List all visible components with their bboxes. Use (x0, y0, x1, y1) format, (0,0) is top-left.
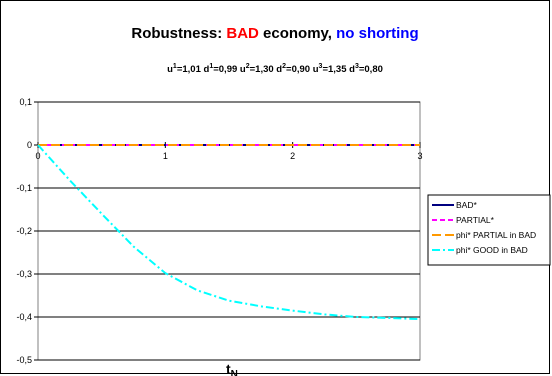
y-tick-label: -0,5 (16, 355, 32, 365)
param-sup-0: 1 (173, 63, 177, 70)
param-base-2: u (237, 64, 246, 75)
x-tick-label: 2 (290, 151, 295, 161)
param-sup-1: 1 (209, 63, 213, 70)
legend-label-0: BAD* (456, 200, 477, 210)
x-axis-label-sub: N (231, 369, 238, 376)
y-tick-label: -0,4 (16, 312, 32, 322)
param-base-3: d (274, 64, 283, 75)
param-base-5: d (346, 64, 355, 75)
param-value-3: =0,90 (286, 64, 310, 75)
param-base-0: u (167, 64, 173, 75)
x-tick-label: 3 (417, 151, 422, 161)
param-base-1: d (201, 64, 210, 75)
legend-label-3: phi* GOOD in BAD (456, 245, 528, 255)
x-axis-label-base: t (226, 361, 231, 376)
series-line-3 (37, 144, 421, 321)
title-part-0: Robustness: (131, 25, 226, 42)
param-value-4: =1,35 (322, 64, 347, 75)
legend-label-2: phi* PARTIAL in BAD (456, 230, 536, 240)
chart-title: Robustness: BAD economy, no shorting (131, 25, 418, 42)
title-part-3: no shorting (336, 25, 419, 42)
legend-box (427, 194, 551, 266)
y-tick-label: 0,1 (19, 97, 32, 107)
y-tick-label: -0,1 (16, 183, 32, 193)
param-value-5: =0,80 (359, 64, 383, 75)
param-sup-5: 3 (355, 63, 359, 70)
legend-label-1: PARTIAL* (456, 215, 495, 225)
param-sup-2: 2 (246, 63, 250, 70)
y-tick-label: 0 (27, 140, 32, 150)
x-tick-label: 1 (163, 151, 168, 161)
title-part-1: BAD (226, 25, 259, 42)
param-value-0: =1,01 (177, 64, 202, 75)
x-axis-label: tN (226, 361, 238, 376)
chart-subtitle: u1=1,01 d1=0,99 u2=1,30 d2=0,90 u3=1,35 … (167, 63, 383, 75)
y-tick-label: -0,2 (16, 226, 32, 236)
title-part-2: economy, (259, 25, 336, 42)
param-base-4: u (310, 64, 319, 75)
x-tick-label: 0 (35, 151, 40, 161)
param-value-1: =0,99 (213, 64, 237, 75)
param-value-2: =1,30 (250, 64, 274, 75)
param-sup-4: 3 (319, 63, 323, 70)
y-tick-label: -0,3 (16, 269, 32, 279)
param-sup-3: 2 (282, 63, 286, 70)
